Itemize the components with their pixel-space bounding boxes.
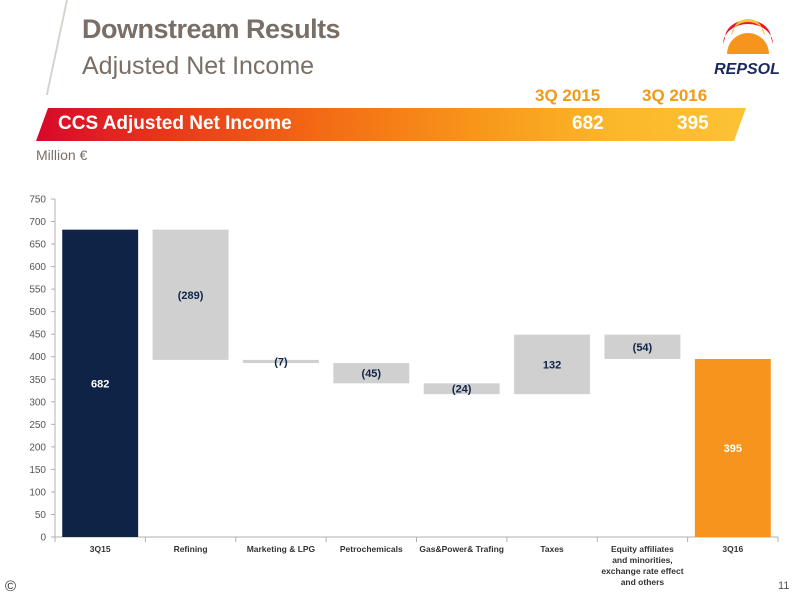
data-label-4: (45) (362, 368, 382, 380)
bar-6 (514, 334, 591, 395)
page-subtitle: Adjusted Net Income (82, 52, 315, 80)
y-tick-label: 300 (29, 397, 46, 408)
x-tick-label-line: exchange rate effect (601, 566, 683, 576)
waterfall-chart: 0 50 100 150 200 250 300 350 400 450 500 550 600 650 7… (29, 195, 779, 587)
units-label: Million € (36, 147, 88, 163)
column-header-3q2015: 3Q 2015 (535, 86, 601, 105)
y-tick-label: 500 (29, 307, 46, 318)
x-tick-label-line: Refining (174, 544, 208, 554)
column-header-3q2016: 3Q 2016 (642, 86, 708, 105)
x-tick-label: Equity affiliates and minorities, exchange… (601, 544, 683, 587)
summary-value-3q2016: 395 (677, 113, 709, 134)
y-tick-label: 750 (29, 195, 46, 206)
y-tick-label: 400 (29, 352, 46, 363)
bar-8 (694, 358, 771, 537)
x-tick-label-line: Taxes (540, 544, 564, 554)
y-tick-label: 250 (29, 420, 46, 431)
data-label-8: 395 (724, 443, 742, 455)
x-tick-label-line: and minorities, (612, 555, 672, 565)
y-tick-label: 600 (29, 262, 46, 273)
y-tick-label: 100 (29, 487, 46, 498)
data-label-7: (54) (633, 342, 653, 354)
data-label-2: (289) (178, 290, 204, 302)
summary-value-3q2015: 682 (572, 113, 604, 134)
bar-1 (62, 229, 139, 537)
y-tick-label: 200 (29, 442, 46, 453)
x-tick-label-line: 3Q16 (722, 544, 743, 554)
bar-7 (604, 334, 681, 359)
x-tick-label-line: Petrochemicals (340, 544, 403, 554)
bar-3 (242, 359, 319, 364)
data-label-5: (24) (452, 384, 472, 396)
x-tick-label: 3Q15 (90, 544, 111, 554)
y-tick-label: 350 (29, 375, 46, 386)
x-tick-label-line: Gas&Power& Trafing (419, 544, 504, 554)
bar-2 (152, 229, 229, 360)
x-tick-label-line: Equity affiliates (611, 544, 674, 554)
x-tick-label-line: 3Q15 (90, 544, 111, 554)
bar-5 (423, 383, 500, 395)
decorative-slash (45, 0, 68, 95)
x-tick-label: Marketing & LPG (247, 544, 316, 554)
data-label-3: (7) (274, 356, 288, 368)
summary-banner (36, 108, 746, 141)
repsol-logo: REPSOL (714, 19, 780, 78)
y-tick-label: 150 (29, 465, 46, 476)
x-tick-label-line: and others (621, 577, 665, 587)
bar-4 (333, 363, 410, 384)
logo-wordmark: REPSOL (714, 61, 780, 78)
y-tick-label: 50 (35, 510, 47, 521)
y-tick-label: 450 (29, 330, 46, 341)
x-tick-label: Taxes (540, 544, 564, 554)
copyright-icon: © (5, 578, 17, 595)
data-label-1: 682 (91, 378, 109, 390)
x-tick-label: Gas&Power& Trafing (419, 544, 504, 554)
y-tick-label: 550 (29, 285, 46, 296)
x-tick-label: 3Q16 (722, 544, 743, 554)
data-label-6: 132 (543, 359, 561, 371)
page-number: 11 (778, 580, 790, 592)
summary-label: CCS Adjusted Net Income (58, 113, 292, 134)
y-tick-label: 650 (29, 240, 46, 251)
y-tick-label: 700 (29, 217, 46, 228)
page-title: Downstream Results (82, 14, 341, 44)
x-tick-label: Refining (174, 544, 208, 554)
x-tick-label-line: Marketing & LPG (247, 544, 316, 554)
y-tick-label: 0 (40, 533, 46, 544)
x-tick-label: Petrochemicals (340, 544, 403, 554)
